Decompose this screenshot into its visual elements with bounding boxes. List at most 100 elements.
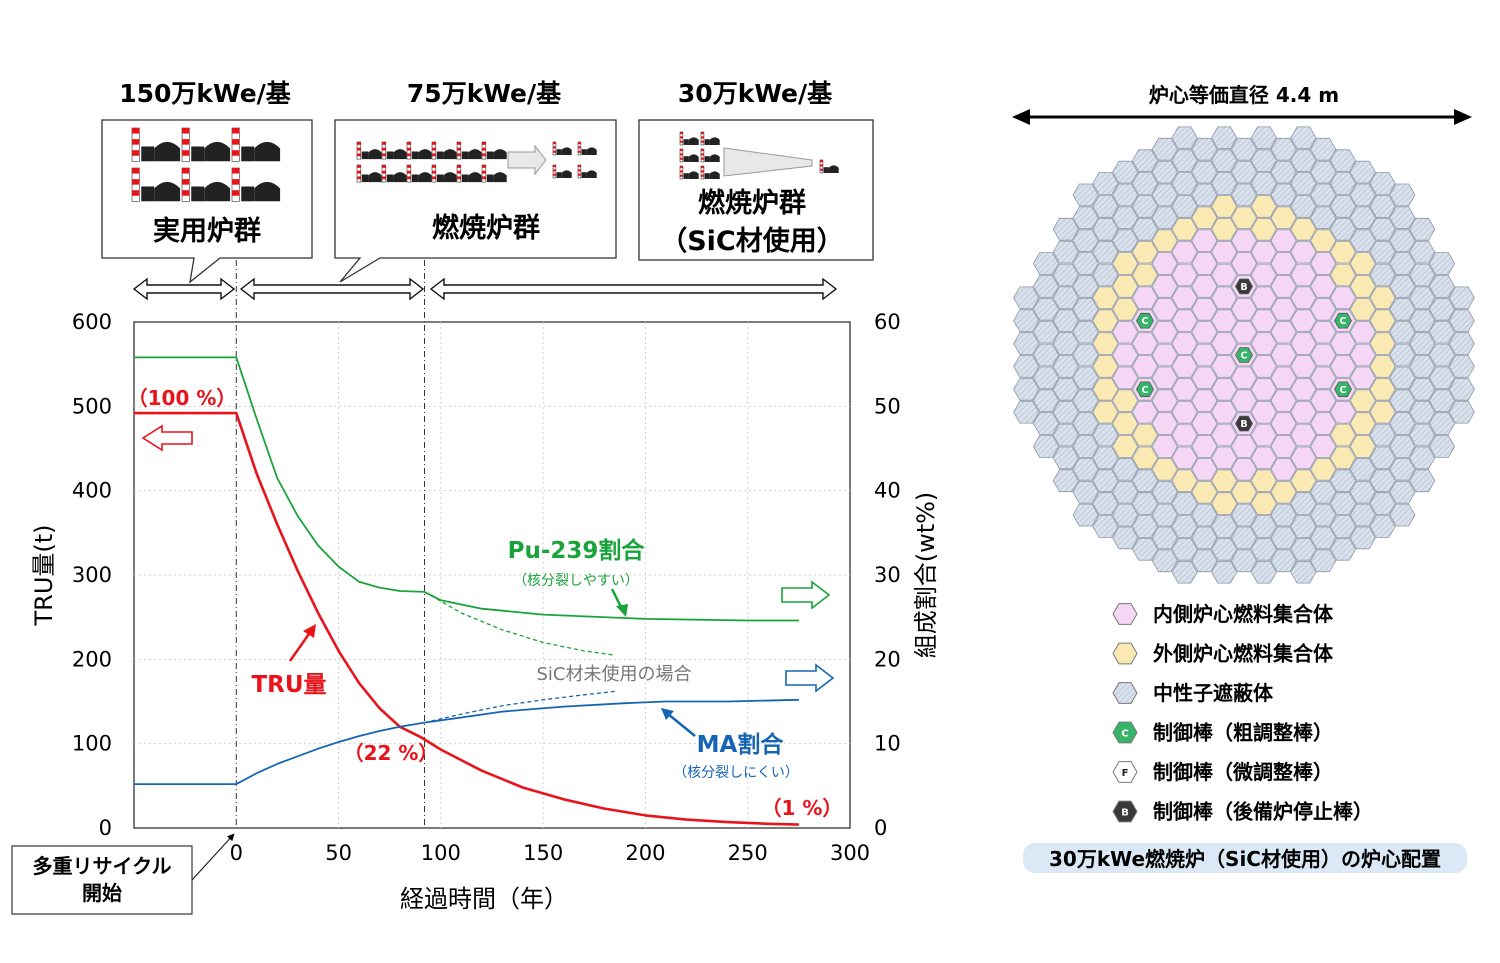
hex-inner	[1310, 435, 1337, 458]
stage3-group-note: （SiC材使用）	[660, 226, 844, 257]
power-plant-icon	[231, 167, 281, 202]
hex-shield	[1171, 195, 1198, 218]
hex-outer	[1092, 309, 1119, 333]
right-axis-hint-arrow-ma	[785, 663, 835, 693]
y-left-tick-label: 0	[99, 816, 112, 840]
svg-text:C: C	[1142, 385, 1149, 396]
hex-inner	[1131, 332, 1159, 355]
hex-inner	[1270, 252, 1297, 275]
hex-shield	[1310, 183, 1337, 207]
control-rod-C: C	[1329, 309, 1357, 333]
hex-shield	[1369, 446, 1396, 470]
hex-outer	[1211, 217, 1238, 241]
hex-outer	[1310, 229, 1337, 253]
hex-shield	[1389, 457, 1416, 481]
hex-shield	[1230, 503, 1258, 527]
hex-shield	[1290, 195, 1317, 218]
hex-inner	[1191, 320, 1218, 344]
hex-shield	[1448, 332, 1475, 355]
hex-inner	[1171, 240, 1198, 264]
hex-shield	[1409, 446, 1436, 470]
hex-inner	[1230, 435, 1258, 458]
hex-shield	[1329, 492, 1357, 515]
hex-shield	[1131, 149, 1159, 173]
hex-inner	[1349, 366, 1376, 390]
hex-shield	[1428, 366, 1456, 390]
control-rod-B: B	[1230, 275, 1258, 298]
hex-shield	[1171, 538, 1198, 561]
hex-shield	[1092, 515, 1119, 538]
hex-inner	[1131, 355, 1159, 378]
hex-shield	[1151, 160, 1178, 184]
hex-inner	[1191, 252, 1218, 275]
hex-inner	[1230, 252, 1258, 275]
hex-shield	[1270, 526, 1297, 550]
hex-shield	[1032, 297, 1060, 321]
hex-shield	[1072, 480, 1099, 504]
hex-shield	[1230, 549, 1258, 573]
hex-shield	[1409, 400, 1436, 424]
svg-text:B: B	[1240, 282, 1247, 293]
hex-shield	[1013, 286, 1040, 310]
hex-shield	[1112, 206, 1139, 230]
power-plant-icon	[131, 167, 181, 202]
hex-shield	[1369, 240, 1396, 264]
hex-shield	[1349, 526, 1376, 550]
hex-outer	[1211, 469, 1238, 493]
hex-shield	[1052, 286, 1079, 310]
y-axis-left-label: TRU量(t)	[30, 524, 58, 626]
hex-shield	[1072, 457, 1099, 481]
hex-shield	[1171, 126, 1198, 150]
hex-inner	[1349, 343, 1376, 367]
hex-inner	[1112, 366, 1139, 390]
hex-shield	[1191, 183, 1218, 207]
hex-outer	[1230, 206, 1258, 230]
hex-inner	[1191, 275, 1218, 298]
hex-outer	[1131, 446, 1159, 470]
power-plant-icon	[406, 141, 432, 160]
hex-inner	[1191, 412, 1218, 435]
hex-outer	[1349, 297, 1376, 321]
hex-inner	[1310, 320, 1337, 344]
hex-outer	[1112, 412, 1139, 435]
scenario-header: 150万kWe/基 実用炉群 75万kWe/基 燃焼炉群 30万kWe/基 燃焼…	[101, 79, 874, 301]
hex-inner	[1131, 286, 1159, 310]
hex-shield	[1072, 229, 1099, 253]
power-plant-icon	[356, 141, 382, 160]
hex-shield	[1072, 366, 1099, 390]
hex-inner	[1131, 400, 1159, 424]
hex-inner	[1250, 377, 1277, 401]
hex-shield	[1349, 457, 1376, 481]
hex-shield	[1191, 503, 1218, 527]
power-plant-icon	[679, 148, 699, 163]
legend-item-shield: 中性子遮蔽体	[1112, 681, 1274, 705]
hex-shield	[1131, 195, 1159, 218]
control-rod-C: C	[1131, 377, 1159, 401]
hex-shield	[1052, 446, 1079, 470]
hex-shield	[1329, 172, 1357, 195]
hex-shield	[1211, 126, 1238, 150]
hex-outer	[1250, 195, 1277, 218]
hex-shield	[1112, 480, 1139, 504]
hex-outer	[1349, 412, 1376, 435]
hex-inner	[1290, 263, 1317, 287]
hex-inner	[1211, 400, 1238, 424]
hex-inner	[1211, 377, 1238, 401]
hex-inner	[1250, 286, 1277, 310]
stage3-plants-icon	[679, 131, 839, 180]
hex-shield	[1409, 377, 1436, 401]
hex-shield	[1032, 412, 1060, 435]
legend-label: 制御棒（粗調整棒）	[1153, 721, 1333, 745]
hex-shield	[1329, 195, 1357, 218]
hex-shield	[1310, 480, 1337, 504]
x-tick-label: 0	[230, 841, 243, 865]
hex-shield	[1389, 366, 1416, 390]
legend-label: 外側炉心燃料集合体	[1153, 642, 1334, 666]
hex-shield	[1349, 503, 1376, 527]
hex-shield	[1389, 435, 1416, 458]
hex-shield	[1389, 206, 1416, 230]
hex-shield	[1409, 286, 1436, 310]
hex-inner	[1151, 343, 1178, 367]
hex-shield	[1250, 172, 1277, 195]
hex-shield	[1092, 195, 1119, 218]
